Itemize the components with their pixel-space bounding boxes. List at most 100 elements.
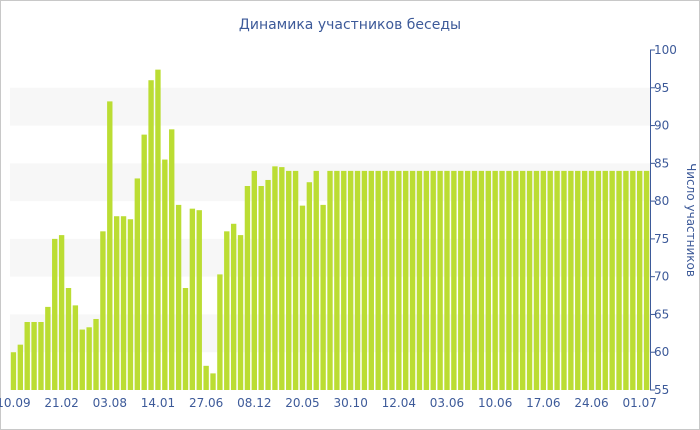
bar [430,170,436,390]
bar [148,80,154,390]
bar [182,288,189,390]
bar [65,288,72,390]
bar [127,219,134,390]
y-tick-label: 90 [654,119,669,133]
bar [581,170,588,390]
bar [38,322,44,390]
bar [100,231,106,390]
bar [389,170,395,390]
bar [403,170,409,390]
y-tick-label: 70 [654,270,669,284]
bar [464,170,471,390]
bar [416,170,423,390]
bar [602,170,608,390]
bar [251,170,257,390]
bar [437,170,443,390]
bar [72,305,79,390]
bar [341,170,347,390]
bar [237,235,244,390]
bar [478,170,485,390]
bar [368,170,374,390]
bar [244,186,251,390]
y-tick-label: 80 [654,194,669,208]
bar [423,170,430,390]
bar [595,170,602,390]
bars-group [10,69,650,390]
x-tick-label: 30.10 [333,396,367,410]
bar [299,205,306,390]
bar [347,170,354,390]
y-axis-label: Число участников [684,163,698,277]
bar [533,170,540,390]
bar [52,238,58,390]
bar [120,216,127,390]
bar [189,208,196,390]
y-tick-label: 60 [654,345,669,359]
bar [320,204,326,390]
bar [79,329,85,390]
bar [636,170,643,390]
bar [265,179,271,390]
bar [107,101,113,390]
bar [155,69,161,390]
bar [45,306,51,390]
bar [334,170,340,390]
bar [492,170,498,390]
bar [203,365,209,390]
bar [58,235,65,390]
x-tick-label: 27.06 [189,396,223,410]
x-tick-label: 24.06 [574,396,608,410]
bar [396,170,402,390]
bar [499,170,505,390]
bar [313,170,319,390]
x-tick-label: 14.01 [141,396,175,410]
bar [162,159,168,390]
bar [354,170,361,390]
bar [134,178,140,390]
x-tick-label: 12.04 [382,396,416,410]
bar [306,182,313,390]
bar [224,231,230,390]
bar [609,170,615,390]
bar [196,210,202,390]
bar [113,216,120,390]
bar [547,170,553,390]
x-tick-label: 10.06 [478,396,512,410]
bar [554,170,560,390]
bar [451,170,457,390]
bar [375,170,381,390]
bar [24,322,30,390]
bar [327,170,333,390]
x-tick-label: 10.09 [0,396,31,410]
grid-band [10,87,650,126]
bar [630,170,636,390]
x-tick-label: 03.06 [430,396,464,410]
y-tick-label: 75 [654,232,669,246]
bar [286,170,292,390]
bar [616,170,622,390]
bar [458,170,464,390]
y-axis-ticks: 55 60 65 70 75 80 85 90 95 100 [650,43,677,397]
bar [210,373,216,390]
bar [623,170,629,390]
y-tick-label: 100 [654,43,677,57]
bar [568,170,574,390]
x-tick-label: 08.12 [237,396,271,410]
chart-title: Динамика участников беседы [239,17,461,33]
bar [169,129,175,390]
bar [279,167,285,390]
bar [382,170,388,390]
bar [513,170,519,390]
bar [93,318,99,390]
x-axis-ticks: 10.09 21.02 03.08 14.01 27.06 08.12 20.05 30.10… [0,396,657,410]
bar [86,327,92,390]
y-tick-label: 65 [654,307,669,321]
bar [230,223,237,390]
x-tick-label: 20.05 [285,396,319,410]
x-tick-label: 17.06 [526,396,560,410]
bar [361,170,368,390]
y-tick-label: 95 [654,81,669,95]
bar [561,170,567,390]
bar [575,170,581,390]
